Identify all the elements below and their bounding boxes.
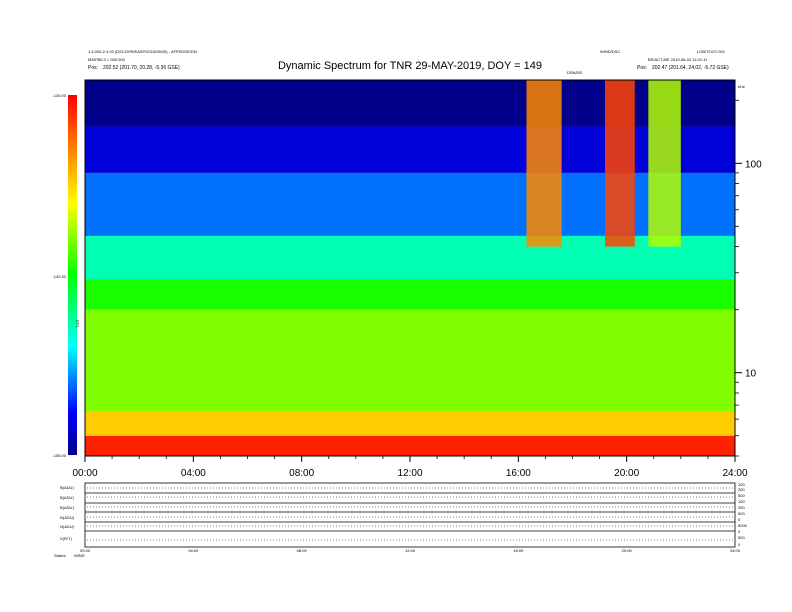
time-axis: 00:00 04:00 08:00 12:00 16:00 20:00 24:00 xyxy=(72,456,748,479)
status-value: WIND xyxy=(74,553,85,558)
housekeeping-x-tick-label: 12:00 xyxy=(405,548,416,553)
spectrogram xyxy=(85,80,735,456)
x-tick-label: 00:00 xyxy=(72,468,97,479)
row-label-b2: B(ADU) xyxy=(60,495,74,500)
right-info-line3: BS/ACT-ME 2019-06-03 11:01:11 xyxy=(648,57,708,62)
spectrum-band xyxy=(85,126,735,173)
left-pos-value: 202.52 (201.70, 20.28, -5.36 GSE) xyxy=(103,65,180,71)
right-tick: 250 xyxy=(738,487,745,492)
x-tick-label: 04:00 xyxy=(181,468,206,479)
row-label-n2: N(ADU) xyxy=(60,524,75,529)
spectrum-band xyxy=(85,235,735,280)
left-info-line1: 1.4.000-2.4.00 (DSCOVR/EASP/2019/05/29) … xyxy=(88,49,197,54)
right-info-line1: WIND/DSC xyxy=(600,49,620,54)
x-tick-label: 08:00 xyxy=(289,468,314,479)
colorbar-tick-top: -130.00 xyxy=(52,93,66,98)
left-pos-label: Pos: xyxy=(88,65,98,71)
right-tick: 0 xyxy=(738,517,741,522)
right-pos-label: Pos: xyxy=(637,65,647,71)
housekeeping-frame xyxy=(84,482,736,548)
spectrum-band xyxy=(85,172,735,236)
status-label: Status: xyxy=(54,553,66,558)
colorbar xyxy=(68,95,77,455)
colorbar-tick-mid: -142.50 xyxy=(52,274,66,279)
x-tick-label: 20:00 xyxy=(614,468,639,479)
radio-burst xyxy=(526,80,562,247)
frequency-unit-label: kHz xyxy=(738,84,745,89)
x-tick-label: 16:00 xyxy=(506,468,531,479)
spectrum-band xyxy=(85,435,735,456)
right-tick: 500 xyxy=(738,535,745,540)
spectrum-band xyxy=(85,279,735,310)
housekeeping-panel: B(ADU) B(ADU) B(ADU) N(ADU) N(ADU) V(R/T… xyxy=(54,482,748,558)
spectrum-band xyxy=(85,80,735,127)
housekeeping-x-tick-label: 00:00 xyxy=(80,548,91,553)
frequency-axis: 10 100 xyxy=(735,99,762,457)
right-tick: 100 xyxy=(738,499,745,504)
colorbar-tick-bottom: -155.00 xyxy=(52,453,66,458)
right-tick: 250 xyxy=(738,505,745,510)
x-tick-label: 24:00 xyxy=(722,468,747,479)
right-tick: 500 xyxy=(738,511,745,516)
right-tick: 500 xyxy=(738,493,745,498)
colorbar-label: TNR xyxy=(75,320,80,328)
x-tick-label: 12:00 xyxy=(397,468,422,479)
right-tick: 100 xyxy=(738,482,745,487)
housekeeping-x-tick-label: 08:00 xyxy=(297,548,308,553)
data-gap-label: DSN/DE xyxy=(567,70,582,75)
right-pos-value: 202.47 (201.64, 24.02, -5.72 GSE) xyxy=(652,65,729,71)
right-tick: 0 xyxy=(738,542,741,547)
housekeeping-traces xyxy=(87,487,733,541)
row-label-b1: B(ADU) xyxy=(60,485,74,490)
spectrum-band xyxy=(85,309,735,412)
housekeeping-x-tick-label: 16:00 xyxy=(513,548,524,553)
chart-title: Dynamic Spectrum for TNR 29-MAY-2019, DO… xyxy=(278,60,542,72)
right-info-line2: LOB/TOOT-001 xyxy=(697,49,726,54)
row-label-b3: B(ADU) xyxy=(60,505,74,510)
housekeeping-x-tick-label: 04:00 xyxy=(188,548,199,553)
y-tick-label: 10 xyxy=(745,369,757,380)
row-label-v: V(R/T) xyxy=(60,536,72,541)
y-tick-label: 100 xyxy=(745,159,762,170)
radio-burst xyxy=(648,80,681,247)
row-label-n1: N(ADU) xyxy=(60,515,75,520)
housekeeping-time-axis: 00:00 04:00 08:00 12:00 16:00 20:00 24:00 xyxy=(80,548,741,553)
housekeeping-x-tick-label: 20:00 xyxy=(622,548,633,553)
radio-burst xyxy=(605,80,635,247)
right-tick: 0 xyxy=(738,529,741,534)
left-info-line2: MS/FB5.3 = 000.000 xyxy=(88,57,126,62)
spectrum-band xyxy=(85,411,735,436)
housekeeping-x-tick-label: 24:00 xyxy=(730,548,741,553)
right-tick: 5000 xyxy=(738,523,748,528)
